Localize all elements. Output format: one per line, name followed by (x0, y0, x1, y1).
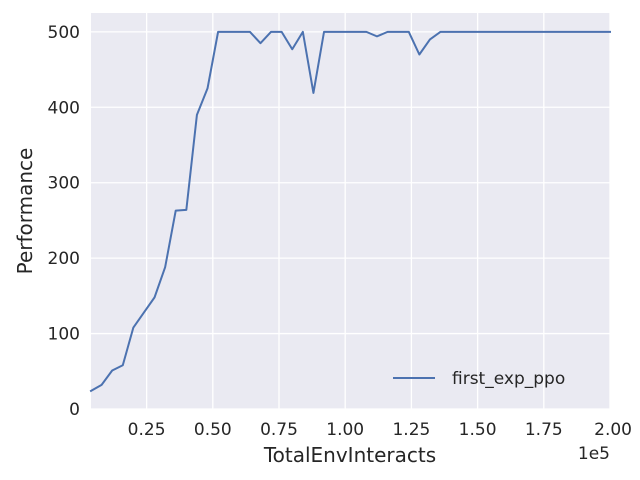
y-tick-label: 0 (69, 400, 80, 420)
x-tick-label: 1.00 (326, 420, 364, 440)
y-tick-label: 200 (48, 249, 80, 269)
x-tick-label: 1.75 (525, 420, 563, 440)
legend: first_exp_ppo (393, 369, 565, 389)
x-axis-offset-label: 1e5 (578, 444, 610, 464)
plot-background (91, 13, 610, 409)
x-axis-label: TotalEnvInteracts (263, 443, 436, 467)
x-tick-label: 1.50 (459, 420, 497, 440)
y-tick-label: 500 (48, 23, 80, 43)
y-tick-label: 400 (48, 98, 80, 118)
series-line-first-exp-ppo (89, 30, 611, 393)
y-axis-label: Performance (13, 148, 37, 275)
y-tick-label: 300 (48, 174, 80, 194)
x-tick-labels: 0.25 0.50 0.75 1.00 1.25 1.50 1.75 2.00 (128, 420, 632, 440)
series-lines (89, 30, 611, 393)
x-tick-label: 2.00 (594, 420, 632, 440)
x-tick-label: 0.75 (260, 420, 298, 440)
legend-label-first-exp-ppo: first_exp_ppo (452, 369, 565, 389)
x-tick-label: 0.25 (128, 420, 166, 440)
y-tick-labels: 0 100 200 300 400 500 (48, 23, 80, 420)
x-tick-label: 1.25 (392, 420, 430, 440)
x-tick-label: 0.50 (194, 420, 232, 440)
y-tick-label: 100 (48, 325, 80, 345)
